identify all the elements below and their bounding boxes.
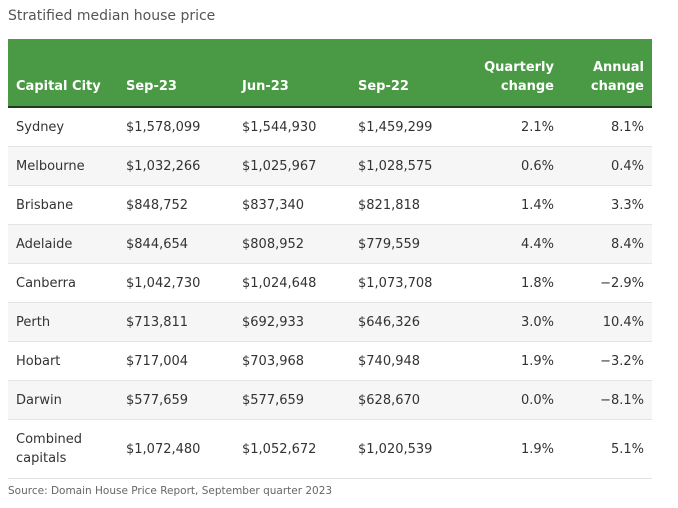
cell-quarterly-change: 4.4%: [466, 224, 562, 264]
cell-jun23: $1,052,672: [234, 419, 350, 479]
cell-annual-change: −3.2%: [562, 341, 652, 381]
cell-sep22: $1,073,708: [350, 263, 466, 303]
cell-quarterly-change: 2.1%: [466, 107, 562, 147]
cell-sep23: $577,659: [118, 380, 234, 420]
cell-annual-change: 8.4%: [562, 224, 652, 264]
cell-sep23: $1,578,099: [118, 107, 234, 147]
cell-sep23: $717,004: [118, 341, 234, 381]
cell-annual-change: 10.4%: [562, 302, 652, 342]
cell-jun23: $703,968: [234, 341, 350, 381]
cell-city: Adelaide: [8, 224, 118, 264]
cell-quarterly-change: 3.0%: [466, 302, 562, 342]
annual-header-line2: change: [590, 79, 644, 94]
cell-sep22: $1,459,299: [350, 107, 466, 147]
cell-city: Melbourne: [8, 146, 118, 186]
column-header-sep22: Sep-22: [350, 39, 466, 108]
cell-sep22: $628,670: [350, 380, 466, 420]
table-row: Adelaide $844,654 $808,952 $779,559 4.4%…: [8, 224, 652, 264]
cell-annual-change: −2.9%: [562, 263, 652, 303]
cell-city: Perth: [8, 302, 118, 342]
cell-sep22: $1,020,539: [350, 419, 466, 479]
cell-city: Brisbane: [8, 185, 118, 225]
source-note: Source: Domain House Price Report, Septe…: [8, 485, 333, 497]
annual-header-line1: Annual: [592, 60, 644, 75]
cell-quarterly-change: 0.6%: [466, 146, 562, 186]
table-row: Darwin $577,659 $577,659 $628,670 0.0% −…: [8, 380, 652, 420]
table-row: Combined capitals $1,072,480 $1,052,672 …: [8, 419, 652, 479]
cell-annual-change: 5.1%: [562, 419, 652, 479]
cell-annual-change: 3.3%: [562, 185, 652, 225]
cell-jun23: $1,544,930: [234, 107, 350, 147]
column-header-city: Capital City: [8, 39, 118, 108]
quarterly-header-line1: Quarterly: [484, 60, 554, 75]
cell-sep23: $844,654: [118, 224, 234, 264]
cell-jun23: $692,933: [234, 302, 350, 342]
cell-sep22: $740,948: [350, 341, 466, 381]
cell-sep23: $713,811: [118, 302, 234, 342]
cell-jun23: $808,952: [234, 224, 350, 264]
cell-sep22: $646,326: [350, 302, 466, 342]
cell-quarterly-change: 1.8%: [466, 263, 562, 303]
table-row: Sydney $1,578,099 $1,544,930 $1,459,299 …: [8, 107, 652, 147]
cell-city: Combined capitals: [8, 419, 118, 479]
cell-sep23: $1,042,730: [118, 263, 234, 303]
table-row: Canberra $1,042,730 $1,024,648 $1,073,70…: [8, 263, 652, 303]
cell-annual-change: −8.1%: [562, 380, 652, 420]
cell-annual-change: 0.4%: [562, 146, 652, 186]
cell-city: Sydney: [8, 107, 118, 147]
cell-sep23: $1,072,480: [118, 419, 234, 479]
cell-jun23: $837,340: [234, 185, 350, 225]
cell-sep22: $821,818: [350, 185, 466, 225]
column-header-annual-change: Annual change: [562, 39, 652, 108]
cell-sep23: $1,032,266: [118, 146, 234, 186]
column-header-sep23: Sep-23: [118, 39, 234, 108]
cell-jun23: $577,659: [234, 380, 350, 420]
cell-sep23: $848,752: [118, 185, 234, 225]
cell-city: Darwin: [8, 380, 118, 420]
quarterly-header-line2: change: [500, 79, 554, 94]
cell-jun23: $1,024,648: [234, 263, 350, 303]
house-price-table: Capital City Sep-23 Jun-23 Sep-22 Quarte…: [8, 39, 652, 479]
cell-city: Hobart: [8, 341, 118, 381]
cell-sep22: $779,559: [350, 224, 466, 264]
cell-quarterly-change: 1.9%: [466, 341, 562, 381]
table-header-row: Capital City Sep-23 Jun-23 Sep-22 Quarte…: [8, 39, 652, 108]
cell-sep22: $1,028,575: [350, 146, 466, 186]
cell-annual-change: 8.1%: [562, 107, 652, 147]
cell-city: Canberra: [8, 263, 118, 303]
table-title: Stratified median house price: [8, 8, 216, 24]
cell-jun23: $1,025,967: [234, 146, 350, 186]
table-row: Brisbane $848,752 $837,340 $821,818 1.4%…: [8, 185, 652, 225]
column-header-quarterly-change: Quarterly change: [466, 39, 562, 108]
cell-quarterly-change: 0.0%: [466, 380, 562, 420]
cell-quarterly-change: 1.4%: [466, 185, 562, 225]
table-row: Hobart $717,004 $703,968 $740,948 1.9% −…: [8, 341, 652, 381]
table-row: Perth $713,811 $692,933 $646,326 3.0% 10…: [8, 302, 652, 342]
cell-quarterly-change: 1.9%: [466, 419, 562, 479]
column-header-jun23: Jun-23: [234, 39, 350, 108]
table-row: Melbourne $1,032,266 $1,025,967 $1,028,5…: [8, 146, 652, 186]
